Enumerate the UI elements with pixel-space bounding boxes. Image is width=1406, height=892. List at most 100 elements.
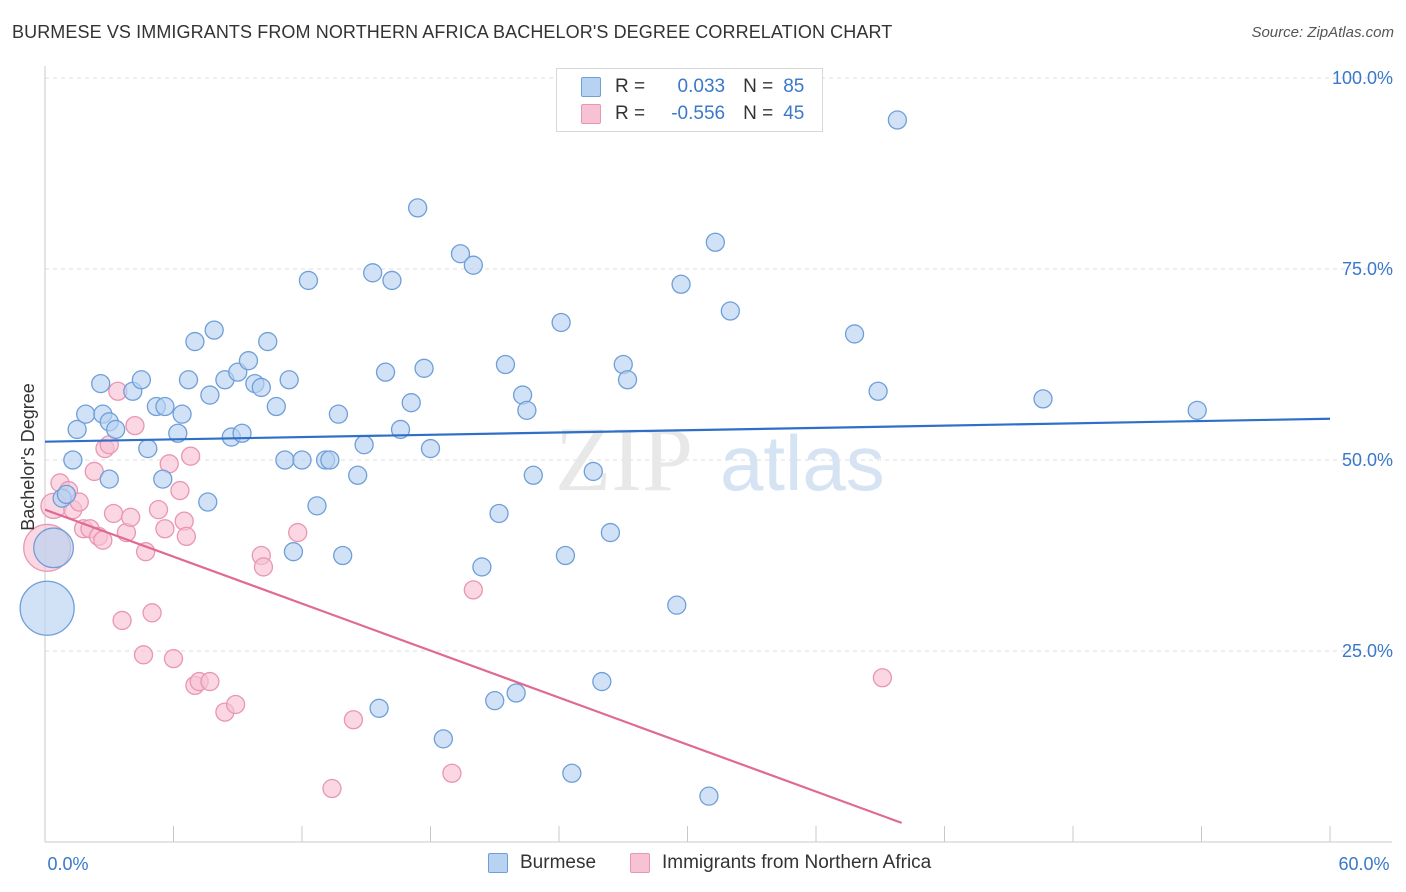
burmese-point xyxy=(450,244,471,264)
immigrants-point xyxy=(103,503,124,524)
burmese-point xyxy=(168,423,188,443)
immigrants-trend-line xyxy=(44,508,903,824)
burmese-point xyxy=(76,404,96,424)
legend-n-label: N = xyxy=(743,76,774,97)
burmese-point xyxy=(333,545,353,566)
burmese-point xyxy=(232,423,252,443)
y-tick-label: 25.0% xyxy=(1342,641,1393,661)
burmese-point xyxy=(251,377,271,398)
legend-swatch-burmese xyxy=(581,77,601,97)
burmese-point xyxy=(354,435,374,455)
burmese-point xyxy=(720,301,740,321)
legend-r-value: -0.556 xyxy=(671,103,726,124)
burmese-point xyxy=(1033,389,1053,409)
burmese-point xyxy=(138,438,158,459)
bottom-legend-swatch-burmese xyxy=(488,853,508,873)
legend-r-label: R = xyxy=(615,103,646,124)
burmese-point xyxy=(617,370,638,390)
burmese-point xyxy=(600,522,621,543)
burmese-point xyxy=(375,362,396,382)
burmese-point xyxy=(472,557,492,577)
burmese-point xyxy=(56,484,77,505)
immigrants-point xyxy=(163,648,184,669)
watermark: ZIP atlas xyxy=(555,408,885,510)
burmese-point xyxy=(401,393,421,413)
burmese-point xyxy=(420,438,441,459)
immigrants-point xyxy=(112,610,132,631)
burmese-point xyxy=(517,400,537,420)
burmese-point xyxy=(705,232,725,252)
burmese-point xyxy=(414,358,434,378)
burmese-point xyxy=(667,595,687,615)
immigrants-point xyxy=(322,778,342,799)
burmese-point xyxy=(320,450,340,470)
legend-row-immigrants: R = -0.556 N = 45 xyxy=(557,101,804,127)
immigrants-point xyxy=(142,603,162,623)
immigrants-point xyxy=(176,526,197,547)
legend-n-label: N = xyxy=(743,103,774,124)
burmese-point xyxy=(868,381,888,401)
burmese-point xyxy=(19,580,75,636)
immigrants-point xyxy=(125,415,145,436)
immigrants-point xyxy=(180,446,201,466)
burmese-point xyxy=(204,320,224,340)
burmese-point xyxy=(592,671,612,692)
burmese-point xyxy=(63,450,83,470)
y-tick-label: 100.0% xyxy=(1332,68,1393,88)
immigrants-point xyxy=(155,519,175,539)
burmese-point xyxy=(699,786,719,806)
correlation-legend: R = 0.033 N = 85 R = -0.556 N = 45 xyxy=(556,68,823,132)
burmese-point xyxy=(275,450,295,470)
burmese-point xyxy=(489,503,509,524)
burmese-point xyxy=(887,110,908,130)
burmese-point xyxy=(551,312,571,333)
burmese-point xyxy=(178,370,199,390)
burmese-point xyxy=(298,270,319,291)
burmese-point xyxy=(369,698,389,718)
legend-row-burmese: R = 0.033 N = 85 xyxy=(557,74,804,100)
immigrants-point xyxy=(121,507,141,527)
burmese-point xyxy=(33,527,75,569)
chart-title: BURMESE VS IMMIGRANTS FROM NORTHERN AFRI… xyxy=(12,22,893,42)
burmese-point xyxy=(106,419,126,440)
burmese-trend-line xyxy=(44,417,1331,443)
y-tick-label: 75.0% xyxy=(1342,259,1393,279)
burmese-point xyxy=(523,465,543,485)
burmese-point xyxy=(562,763,582,783)
burmese-point xyxy=(279,370,299,390)
burmese-point xyxy=(91,373,111,394)
burmese-point xyxy=(407,198,428,218)
burmese-point xyxy=(485,691,505,711)
burmese-point xyxy=(583,461,603,482)
burmese-point xyxy=(463,255,483,275)
burmese-point xyxy=(555,545,576,566)
burmese-point xyxy=(292,450,312,470)
bottom-legend-swatch-immigrants xyxy=(630,853,650,873)
axis-labels: Bachelor's Degree xyxy=(18,383,38,531)
points-burmese xyxy=(19,110,1207,806)
burmese-point xyxy=(671,274,691,294)
burmese-point xyxy=(328,404,349,424)
burmese-point xyxy=(348,465,368,485)
trend-lines xyxy=(44,417,1331,824)
immigrants-point xyxy=(463,580,483,600)
burmese-point xyxy=(153,469,173,489)
burmese-point xyxy=(266,396,286,417)
immigrants-point xyxy=(133,645,154,665)
x-tick-label: 60.0% xyxy=(1338,854,1389,874)
burmese-point xyxy=(99,469,119,489)
bottom-legend-immigrants: Immigrants from Northern Africa xyxy=(630,852,931,874)
burmese-point xyxy=(433,729,454,749)
burmese-point xyxy=(283,542,304,562)
immigrants-point xyxy=(148,500,169,520)
burmese-point xyxy=(155,396,175,417)
legend-r-value: 0.033 xyxy=(672,76,726,97)
x-tick-label: 0.0% xyxy=(47,854,88,874)
burmese-point xyxy=(844,324,865,344)
legend-n-value: 45 xyxy=(783,103,805,124)
burmese-point xyxy=(238,351,259,371)
burmese-point xyxy=(382,270,402,291)
burmese-point xyxy=(131,370,152,390)
immigrants-point xyxy=(225,694,246,715)
bottom-legend-label-immigrants: Immigrants from Northern Africa xyxy=(662,852,932,873)
